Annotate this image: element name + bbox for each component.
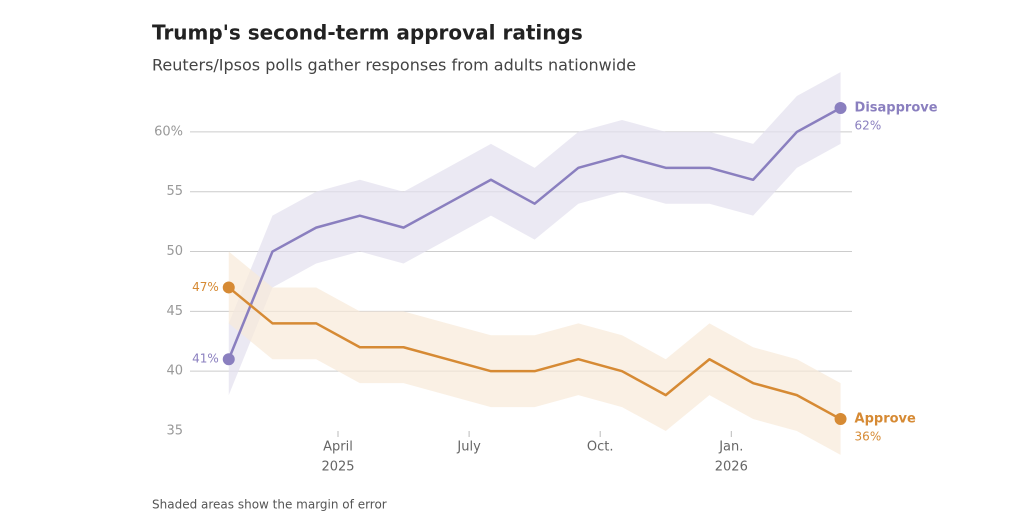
x-tick-label: July bbox=[456, 440, 481, 455]
y-tick-label: 55 bbox=[166, 184, 183, 199]
y-tick-label: 60% bbox=[154, 124, 183, 139]
chart-title: Trump's second-term approval ratings bbox=[152, 21, 583, 45]
end-dot bbox=[834, 413, 847, 426]
line bbox=[227, 106, 842, 360]
y-tick-label: 50 bbox=[166, 244, 183, 259]
end-dot bbox=[834, 102, 847, 114]
chart-subtitle: Reuters/Ipsos polls gather responses fro… bbox=[152, 56, 636, 75]
x-tick-year: 2026 bbox=[715, 460, 748, 475]
value-label: 62% bbox=[855, 119, 882, 133]
legend-label: Approve bbox=[855, 412, 916, 427]
x-tick-label: Oct. bbox=[587, 440, 614, 455]
chart-note: Shaded areas show the margin of error bbox=[152, 498, 387, 512]
y-tick-label: 40 bbox=[166, 364, 183, 379]
value-label: 47% bbox=[192, 280, 219, 294]
x-tick-year: 2025 bbox=[321, 460, 354, 475]
value-label: 41% bbox=[192, 352, 219, 366]
line bbox=[227, 286, 842, 421]
y-tick-label: 45 bbox=[166, 304, 183, 319]
error-band bbox=[228, 251, 841, 455]
legend-label: Disapprove bbox=[855, 101, 938, 116]
x-tick-label: April bbox=[323, 440, 353, 455]
end-dot bbox=[222, 353, 235, 366]
x-tick-label: Jan. bbox=[718, 440, 743, 455]
y-tick-label: 35 bbox=[166, 424, 183, 439]
value-label: 36% bbox=[855, 430, 882, 444]
end-dot bbox=[222, 281, 235, 294]
error-band bbox=[228, 72, 841, 396]
